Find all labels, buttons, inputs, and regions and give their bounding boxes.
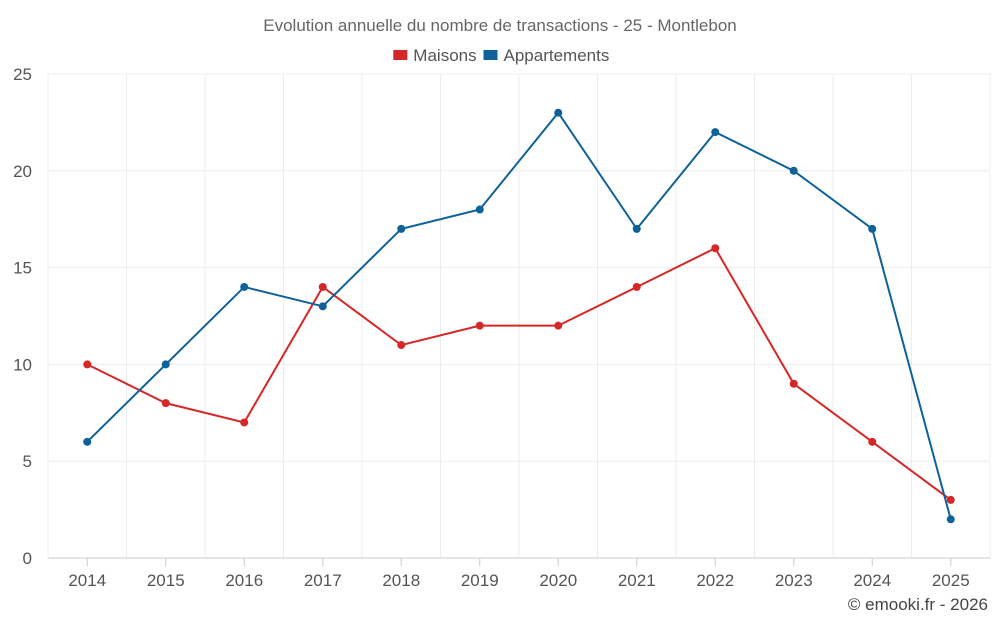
y-tick-label: 0	[23, 549, 32, 568]
x-tick-label: 2017	[304, 571, 342, 590]
data-point-maisons[interactable]	[161, 399, 170, 408]
data-point-maisons[interactable]	[318, 282, 327, 291]
x-axis: 2014 2015 2016 2017 2018 2019 2020 2021 2022 2023…	[68, 558, 970, 590]
legend-label: Maisons	[413, 46, 476, 65]
data-point-maisons[interactable]	[632, 282, 641, 291]
legend-swatch	[393, 50, 408, 60]
x-tick-label: 2024	[853, 571, 891, 590]
legend: Maisons Appartements	[393, 46, 609, 65]
legend-label: Appartements	[504, 46, 610, 65]
data-point-appartements[interactable]	[240, 282, 249, 291]
y-axis: 0 5 10 15 20 25	[13, 65, 32, 568]
data-point-maisons[interactable]	[554, 321, 563, 330]
data-point-appartements[interactable]	[946, 515, 955, 524]
x-tick-label: 2016	[225, 571, 263, 590]
y-tick-label: 15	[13, 259, 32, 278]
legend-swatch	[483, 50, 498, 60]
x-tick-label: 2014	[68, 571, 106, 590]
x-tick-label: 2021	[618, 571, 656, 590]
y-tick-label: 25	[13, 65, 32, 84]
legend-item-appartements[interactable]: Appartements	[483, 46, 610, 65]
data-point-maisons[interactable]	[946, 495, 955, 504]
data-point-maisons[interactable]	[475, 321, 484, 330]
data-point-appartements[interactable]	[83, 437, 92, 446]
data-point-maisons[interactable]	[240, 418, 249, 427]
series-line-maisons	[86, 246, 952, 501]
credit: © emooki.fr - 2026	[848, 595, 988, 614]
x-tick-label: 2015	[147, 571, 185, 590]
series-maisons	[83, 244, 955, 504]
data-point-appartements[interactable]	[632, 224, 641, 233]
data-point-appartements[interactable]	[789, 166, 798, 175]
y-tick-label: 10	[13, 355, 32, 374]
x-tick-label: 2023	[775, 571, 813, 590]
x-tick-label: 2018	[382, 571, 420, 590]
grid	[47, 73, 991, 559]
x-tick-label: 2020	[539, 571, 577, 590]
x-tick-label: 2022	[696, 571, 734, 590]
data-point-appartements[interactable]	[318, 302, 327, 311]
chart-title: Evolution annuelle du nombre de transact…	[263, 16, 736, 35]
x-tick-label: 2019	[461, 571, 499, 590]
series-appartements	[83, 108, 955, 524]
data-point-appartements[interactable]	[711, 128, 720, 137]
data-point-maisons[interactable]	[397, 341, 406, 350]
x-tick-label: 2025	[932, 571, 970, 590]
data-point-appartements[interactable]	[161, 360, 170, 369]
data-point-appartements[interactable]	[868, 224, 877, 233]
data-point-maisons[interactable]	[868, 437, 877, 446]
series-line-appartements	[86, 111, 952, 520]
data-point-maisons[interactable]	[789, 379, 798, 388]
y-tick-label: 5	[23, 452, 32, 471]
data-point-maisons[interactable]	[711, 244, 720, 253]
series-group	[83, 108, 955, 524]
y-tick-label: 20	[13, 162, 32, 181]
data-point-appartements[interactable]	[554, 108, 563, 117]
data-point-maisons[interactable]	[83, 360, 92, 369]
legend-item-maisons[interactable]: Maisons	[393, 46, 477, 65]
data-point-appartements[interactable]	[475, 205, 484, 214]
data-point-appartements[interactable]	[397, 224, 406, 233]
